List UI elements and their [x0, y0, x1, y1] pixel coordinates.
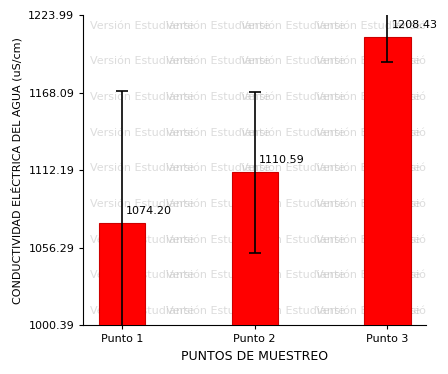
- Text: Versión Estudiante: Versión Estudiante: [392, 270, 448, 280]
- Text: 1110.59: 1110.59: [258, 156, 305, 165]
- Bar: [99, 223, 145, 325]
- Text: Versión Estudiante: Versión Estudiante: [166, 163, 270, 173]
- Text: Versión Estudiante: Versión Estudiante: [392, 56, 448, 66]
- Text: Versión Estudiante: Versión Estudiante: [90, 163, 194, 173]
- Text: Versión Estudiante: Versión Estudiante: [316, 306, 421, 316]
- Text: Versión Estudiante: Versión Estudiante: [166, 234, 270, 245]
- Text: Versión Estudiante: Versión Estudiante: [316, 56, 421, 66]
- Text: Versión Estudiante: Versión Estudiante: [241, 306, 345, 316]
- Text: 1208.43: 1208.43: [392, 20, 437, 30]
- Text: Versión Estudiante: Versión Estudiante: [316, 270, 421, 280]
- Text: Versión Estudiante: Versión Estudiante: [241, 128, 345, 138]
- Bar: [232, 172, 278, 325]
- Text: Versión Estudiante: Versión Estudiante: [316, 234, 421, 245]
- Text: Versión Estudiante: Versión Estudiante: [316, 128, 421, 138]
- Text: Versión Estudiante: Versión Estudiante: [90, 92, 194, 102]
- Text: Versión Estudiante: Versión Estudiante: [166, 21, 270, 31]
- Text: Versión Estudiante: Versión Estudiante: [90, 56, 194, 66]
- Y-axis label: CONDUCTIVIDAD ELÉCTRICA DEL AGUA (uS/cm): CONDUCTIVIDAD ELÉCTRICA DEL AGUA (uS/cm): [11, 37, 22, 304]
- Text: Versión Estudiante: Versión Estudiante: [90, 199, 194, 209]
- Text: Versión Estudiante: Versión Estudiante: [392, 234, 448, 245]
- Text: Versión Estudiante: Versión Estudiante: [392, 128, 448, 138]
- Text: Versión Estudiante: Versión Estudiante: [166, 270, 270, 280]
- Text: Versión Estudiante: Versión Estudiante: [392, 199, 448, 209]
- Text: Versión Estudiante: Versión Estudiante: [241, 21, 345, 31]
- Bar: [364, 37, 410, 325]
- Text: Versión Estudiante: Versión Estudiante: [392, 21, 448, 31]
- Text: Versión Estudiante: Versión Estudiante: [166, 128, 270, 138]
- Text: Versión Estudiante: Versión Estudiante: [316, 21, 421, 31]
- Text: Versión Estudiante: Versión Estudiante: [316, 92, 421, 102]
- Text: Versión Estudiante: Versión Estudiante: [392, 163, 448, 173]
- Text: Versión Estudiante: Versión Estudiante: [166, 56, 270, 66]
- Text: 1074.20: 1074.20: [126, 206, 172, 216]
- X-axis label: PUNTOS DE MUESTREO: PUNTOS DE MUESTREO: [181, 350, 328, 363]
- Text: Versión Estudiante: Versión Estudiante: [392, 92, 448, 102]
- Text: Versión Estudiante: Versión Estudiante: [241, 163, 345, 173]
- Text: Versión Estudiante: Versión Estudiante: [392, 306, 448, 316]
- Text: Versión Estudiante: Versión Estudiante: [241, 199, 345, 209]
- Text: Versión Estudiante: Versión Estudiante: [241, 92, 345, 102]
- Text: Versión Estudiante: Versión Estudiante: [241, 270, 345, 280]
- Text: Versión Estudiante: Versión Estudiante: [316, 163, 421, 173]
- Text: Versión Estudiante: Versión Estudiante: [90, 21, 194, 31]
- Text: Versión Estudiante: Versión Estudiante: [90, 306, 194, 316]
- Text: Versión Estudiante: Versión Estudiante: [241, 56, 345, 66]
- Text: Versión Estudiante: Versión Estudiante: [316, 199, 421, 209]
- Text: Versión Estudiante: Versión Estudiante: [90, 128, 194, 138]
- Text: Versión Estudiante: Versión Estudiante: [90, 234, 194, 245]
- Text: Versión Estudiante: Versión Estudiante: [90, 270, 194, 280]
- Text: Versión Estudiante: Versión Estudiante: [166, 92, 270, 102]
- Text: Versión Estudiante: Versión Estudiante: [166, 199, 270, 209]
- Text: Versión Estudiante: Versión Estudiante: [166, 306, 270, 316]
- Text: Versión Estudiante: Versión Estudiante: [241, 234, 345, 245]
